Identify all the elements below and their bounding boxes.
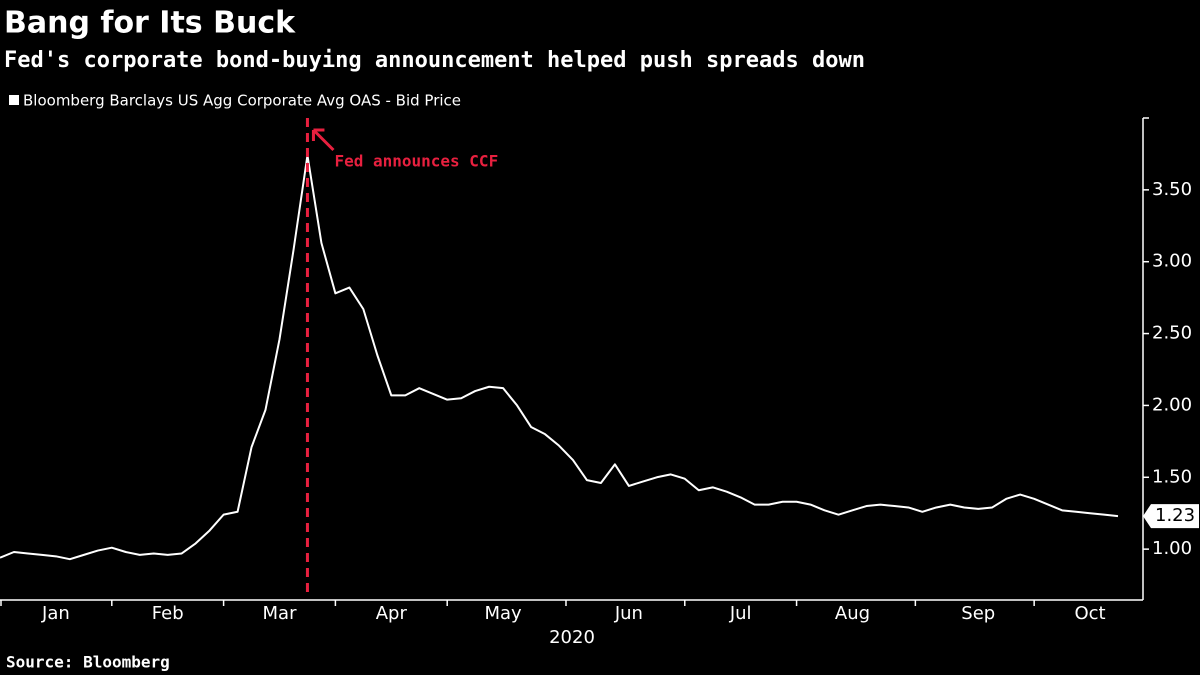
last-value-label: 1.23 — [1155, 505, 1195, 526]
chart-subtitle: Fed's corporate bond-buying announcement… — [4, 48, 865, 73]
x-tick-label: Mar — [263, 603, 298, 624]
x-tick-label: Feb — [152, 603, 184, 624]
x-tick-label: Aug — [835, 603, 870, 624]
legend-label: Bloomberg Barclays US Agg Corporate Avg … — [23, 92, 461, 110]
legend-swatch — [9, 95, 19, 105]
y-tick-label: 2.00 — [1152, 394, 1192, 415]
source: Source: Bloomberg — [6, 653, 170, 672]
x-tick-label: Oct — [1074, 603, 1105, 624]
x-axis-label: 2020 — [549, 627, 595, 648]
annotation-label: Fed announces CCF — [334, 152, 498, 171]
y-tick-label: 1.50 — [1152, 466, 1192, 487]
x-tick-label: Jan — [41, 603, 70, 624]
x-tick-label: Jun — [614, 603, 643, 624]
x-tick-label: Sep — [961, 603, 995, 624]
y-tick-label: 2.50 — [1152, 323, 1192, 344]
last-value-tag — [1143, 504, 1199, 529]
y-tick-label: 3.00 — [1152, 251, 1192, 272]
y-tick-label: 3.50 — [1152, 179, 1192, 200]
annotation-arrow — [311, 128, 335, 152]
series-line — [0, 154, 1119, 561]
x-tick-label: May — [484, 603, 522, 624]
x-tick-label: Jul — [729, 603, 752, 624]
y-tick-label: 1.00 — [1152, 538, 1192, 559]
x-tick-label: Apr — [376, 603, 408, 624]
chart-title: Bang for Its Buck — [4, 6, 296, 41]
